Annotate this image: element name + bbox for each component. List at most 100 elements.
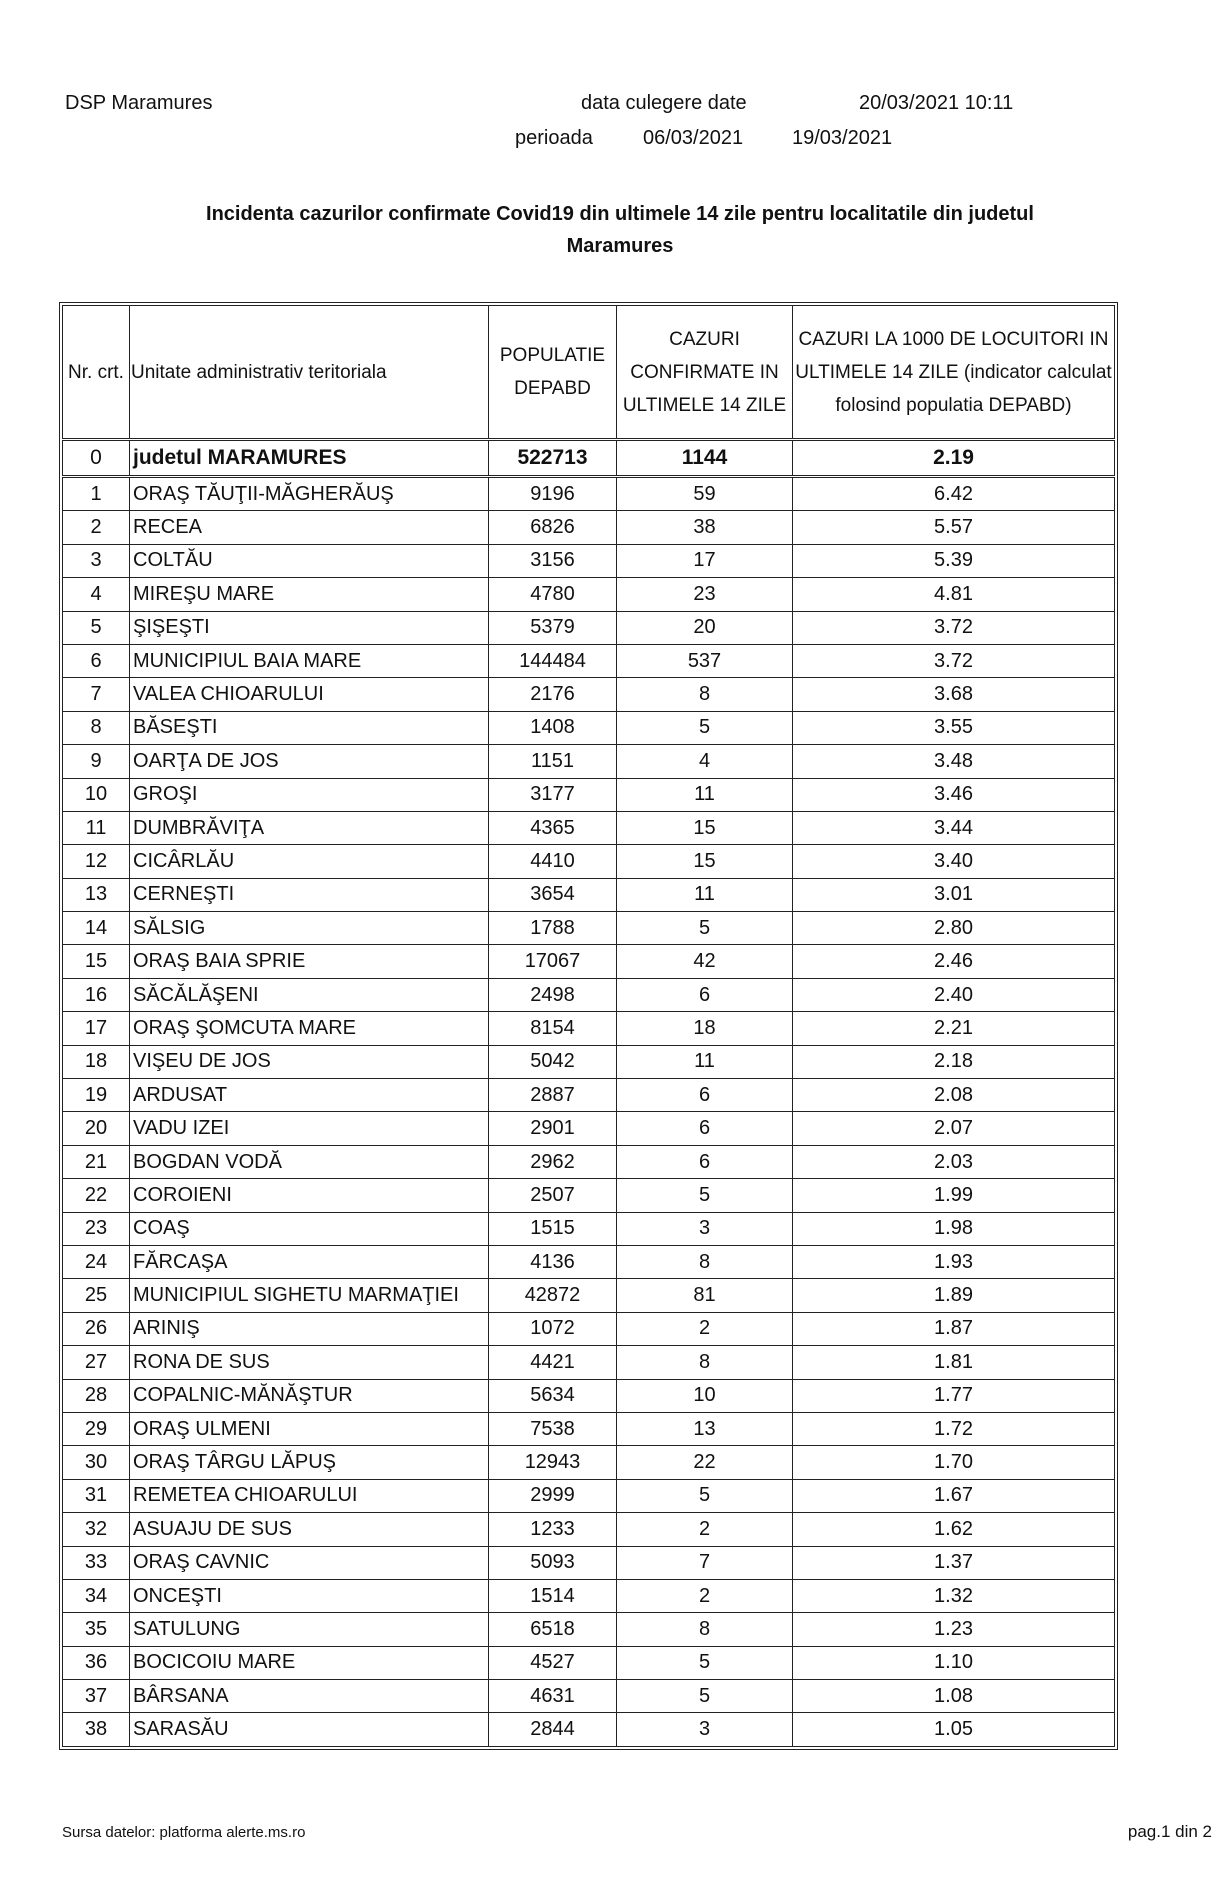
row-name: GROŞI	[129, 777, 489, 812]
row-nr: 31	[62, 1478, 130, 1514]
row-cases: 42	[616, 944, 793, 979]
row-nr: 17	[62, 1011, 130, 1046]
row-name: COLTĂU	[129, 543, 489, 579]
row-cases: 5	[616, 710, 793, 746]
row-name: BÂRSANA	[129, 1679, 489, 1714]
row-cases: 2	[616, 1512, 793, 1547]
row-cases: 15	[616, 810, 793, 846]
row-population: 6826	[488, 510, 617, 545]
row-name: OARŢA DE JOS	[129, 744, 489, 779]
row-rate: 1.93	[792, 1244, 1115, 1280]
row-name: COAŞ	[129, 1211, 489, 1246]
row-name: FĂRCAŞA	[129, 1244, 489, 1280]
row-population: 3156	[488, 543, 617, 579]
row-rate: 3.55	[792, 710, 1115, 746]
row-cases: 20	[616, 610, 793, 645]
row-name: ŞIŞEŞTI	[129, 610, 489, 645]
title-line-2: Maramures	[566, 235, 674, 257]
row-rate: 2.07	[792, 1111, 1115, 1146]
total-row: 0 judetul MARAMURES 522713 1144 2.19	[62, 438, 1115, 478]
table-row: 20 VADU IZEI 2901 6 2.07	[62, 1111, 1115, 1146]
incidence-table: Nr. crt. Unitate administrativ teritoria…	[62, 305, 1115, 1747]
row-cases: 17	[616, 543, 793, 579]
row-rate: 2.18	[792, 1044, 1115, 1080]
row-name: ORAŞ TĂUŢII-MĂGHERĂUŞ	[129, 475, 489, 512]
row-nr: 28	[62, 1378, 130, 1413]
row-name: ONCEŞTI	[129, 1578, 489, 1614]
row-population: 42872	[488, 1278, 617, 1313]
row-cases: 11	[616, 1044, 793, 1080]
table-row: 5 ŞIŞEŞTI 5379 20 3.72	[62, 610, 1115, 645]
row-rate: 2.21	[792, 1011, 1115, 1046]
row-nr: 26	[62, 1311, 130, 1347]
collection-datetime: 20/03/2021 10:11	[859, 92, 1014, 114]
row-population: 2498	[488, 977, 617, 1013]
table-row: 2 RECEA 6826 38 5.57	[62, 510, 1115, 545]
row-population: 9196	[488, 475, 617, 512]
row-name: SATULUNG	[129, 1612, 489, 1647]
table-row: 36 BOCICOIU MARE 4527 5 1.10	[62, 1645, 1115, 1681]
row-name: COPALNIC-MĂNĂŞTUR	[129, 1378, 489, 1413]
col-header-cases: CAZURI CONFIRMATE IN ULTIMELE 14 ZILE	[616, 305, 793, 440]
row-rate: 1.05	[792, 1712, 1115, 1747]
row-name: ORAŞ ŞOMCUTA MARE	[129, 1011, 489, 1046]
row-cases: 8	[616, 677, 793, 712]
period-start: 06/03/2021	[643, 127, 744, 149]
row-rate: 3.40	[792, 844, 1115, 879]
row-rate: 1.62	[792, 1512, 1115, 1547]
row-population: 12943	[488, 1445, 617, 1480]
row-cases: 59	[616, 475, 793, 512]
row-name: VALEA CHIOARULUI	[129, 677, 489, 712]
row-rate: 5.39	[792, 543, 1115, 579]
row-name: BOGDAN VODĂ	[129, 1144, 489, 1180]
table-row: 34 ONCEŞTI 1514 2 1.32	[62, 1578, 1115, 1614]
row-cases: 7	[616, 1545, 793, 1580]
row-nr: 7	[62, 677, 130, 712]
row-name: CICÂRLĂU	[129, 844, 489, 879]
row-nr: 8	[62, 710, 130, 746]
row-rate: 1.77	[792, 1378, 1115, 1413]
row-population: 2844	[488, 1712, 617, 1747]
row-cases: 11	[616, 777, 793, 812]
total-cases: 1144	[616, 438, 793, 478]
row-cases: 3	[616, 1712, 793, 1747]
row-nr: 18	[62, 1044, 130, 1080]
row-name: RONA DE SUS	[129, 1345, 489, 1380]
table-row: 27 RONA DE SUS 4421 8 1.81	[62, 1345, 1115, 1380]
table-row: 15 ORAŞ BAIA SPRIE 17067 42 2.46	[62, 944, 1115, 979]
row-population: 5379	[488, 610, 617, 645]
row-population: 4365	[488, 810, 617, 846]
row-name: RECEA	[129, 510, 489, 545]
row-name: ORAŞ CAVNIC	[129, 1545, 489, 1580]
row-name: ARDUSAT	[129, 1078, 489, 1113]
table-row: 19 ARDUSAT 2887 6 2.08	[62, 1078, 1115, 1113]
row-rate: 1.10	[792, 1645, 1115, 1681]
row-rate: 1.70	[792, 1445, 1115, 1480]
table-row: 12 CICÂRLĂU 4410 15 3.40	[62, 844, 1115, 879]
table-row: 14 SĂLSIG 1788 5 2.80	[62, 911, 1115, 946]
row-name: REMETEA CHIOARULUI	[129, 1478, 489, 1514]
table-row: 33 ORAŞ CAVNIC 5093 7 1.37	[62, 1545, 1115, 1580]
source-note: Sursa datelor: platforma alerte.ms.ro	[62, 1824, 306, 1841]
row-nr: 3	[62, 543, 130, 579]
row-population: 1514	[488, 1578, 617, 1614]
row-nr: 4	[62, 577, 130, 612]
col-header-name: Unitate administrativ teritoriala	[129, 305, 489, 440]
table-row: 37 BÂRSANA 4631 5 1.08	[62, 1679, 1115, 1714]
row-name: DUMBRĂVIŢA	[129, 810, 489, 846]
row-cases: 23	[616, 577, 793, 612]
table-row: 3 COLTĂU 3156 17 5.39	[62, 543, 1115, 579]
row-population: 144484	[488, 643, 617, 679]
row-rate: 1.67	[792, 1478, 1115, 1514]
row-population: 1408	[488, 710, 617, 746]
table-row: 21 BOGDAN VODĂ 2962 6 2.03	[62, 1144, 1115, 1180]
row-population: 4631	[488, 1679, 617, 1714]
row-rate: 6.42	[792, 475, 1115, 512]
table-row: 24 FĂRCAŞA 4136 8 1.93	[62, 1244, 1115, 1280]
row-population: 3654	[488, 877, 617, 913]
row-nr: 14	[62, 911, 130, 946]
row-nr: 16	[62, 977, 130, 1013]
table-row: 13 CERNEŞTI 3654 11 3.01	[62, 877, 1115, 913]
table-row: 28 COPALNIC-MĂNĂŞTUR 5634 10 1.77	[62, 1378, 1115, 1413]
row-nr: 21	[62, 1144, 130, 1180]
